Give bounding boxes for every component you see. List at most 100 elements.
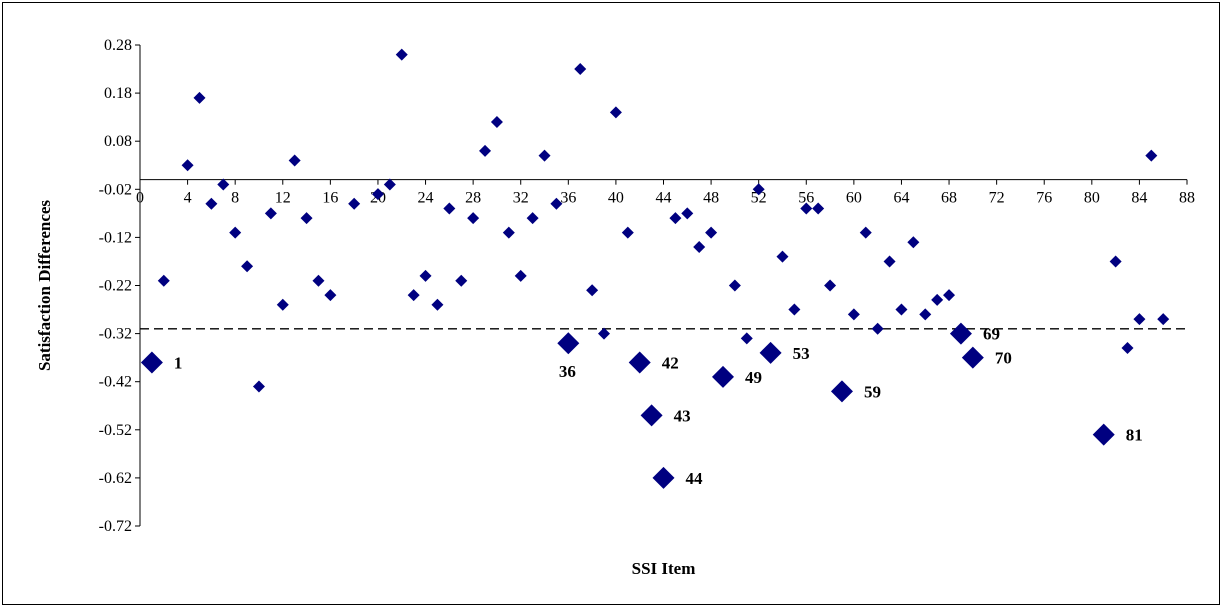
x-tick-label: 8 [231,190,239,207]
data-point [1133,313,1146,326]
data-point [371,188,384,201]
data-point [943,289,956,302]
data-point [895,303,908,316]
y-tick-label: 0.08 [104,133,132,150]
y-tick-label: 0.28 [104,37,132,54]
x-tick-label: 16 [322,190,338,207]
point-label: 1 [174,353,183,372]
data-point [621,226,634,239]
data-point [1157,313,1170,326]
data-point [586,284,599,297]
data-point [217,178,230,191]
data-point [229,226,242,239]
data-point [181,159,194,172]
data-point [395,48,408,61]
data-point [264,207,277,220]
data-point [300,212,313,225]
data-point [502,226,515,239]
data-point [812,202,825,215]
x-tick-label: 48 [703,190,719,207]
x-tick-label: 44 [656,190,672,207]
data-point [859,226,872,239]
x-tick-label: 28 [465,190,481,207]
data-point [538,149,551,162]
x-tick-label: 64 [893,190,909,207]
y-tick-label: 0.18 [104,85,132,102]
data-point [550,197,563,210]
x-tick-label: 12 [275,190,291,207]
highlighted-data-point [640,404,663,427]
x-tick-label: 24 [418,190,434,207]
x-tick-label: 52 [751,190,767,207]
y-tick-label: -0.02 [99,181,132,198]
data-point [1121,342,1134,355]
highlighted-data-point [949,322,972,345]
data-point [705,226,718,239]
point-label: 59 [864,382,881,401]
data-point [609,106,622,119]
x-tick-label: 36 [560,190,576,207]
x-tick-label: 0 [136,190,144,207]
highlighted-data-point [628,351,651,374]
data-point [252,380,265,393]
data-point [514,269,527,282]
data-point [788,303,801,316]
point-label: 53 [793,344,810,363]
highlighted-data-point [711,365,734,388]
data-point [419,269,432,282]
data-point [883,255,896,268]
x-tick-label: 72 [989,190,1005,207]
y-axis-title: Satisfaction Differences [35,200,54,371]
data-point [740,332,753,345]
data-point [241,260,254,273]
data-point [490,115,503,128]
data-point [383,178,396,191]
data-point [1109,255,1122,268]
data-point [455,274,468,287]
y-tick-label: -0.32 [99,326,132,343]
x-tick-label: 76 [1036,190,1052,207]
point-label: 49 [745,368,762,387]
y-tick-label: -0.42 [99,374,132,391]
y-tick-label: -0.12 [99,229,132,246]
y-tick-label: -0.62 [99,470,132,487]
data-point [407,289,420,302]
x-tick-label: 40 [608,190,624,207]
highlighted-data-point [961,346,984,369]
highlighted-data-point [1092,423,1115,446]
point-label: 70 [995,349,1012,368]
point-label: 36 [559,362,576,381]
data-point [443,202,456,215]
data-point [193,91,206,104]
highlighted-data-point [140,351,163,374]
data-point [574,63,587,76]
x-tick-label: 4 [184,190,192,207]
point-label: 44 [686,469,704,488]
data-point [348,197,361,210]
data-point [431,298,444,311]
data-point [288,154,301,167]
x-tick-label: 60 [846,190,862,207]
point-label: 69 [983,325,1000,344]
data-point [871,322,884,335]
data-point [728,279,741,292]
data-point [598,327,611,340]
x-tick-label: 80 [1084,190,1100,207]
data-point [1145,149,1158,162]
data-point [919,308,932,321]
x-tick-label: 32 [513,190,529,207]
data-point [907,236,920,249]
data-point [205,197,218,210]
data-point [693,241,706,254]
highlighted-data-point [557,332,580,355]
data-point [776,250,789,263]
data-point [467,212,480,225]
x-tick-label: 68 [941,190,957,207]
point-label: 43 [674,406,691,425]
data-point [669,212,682,225]
x-tick-label: 88 [1179,190,1195,207]
data-point [800,202,813,215]
data-point [479,144,492,157]
